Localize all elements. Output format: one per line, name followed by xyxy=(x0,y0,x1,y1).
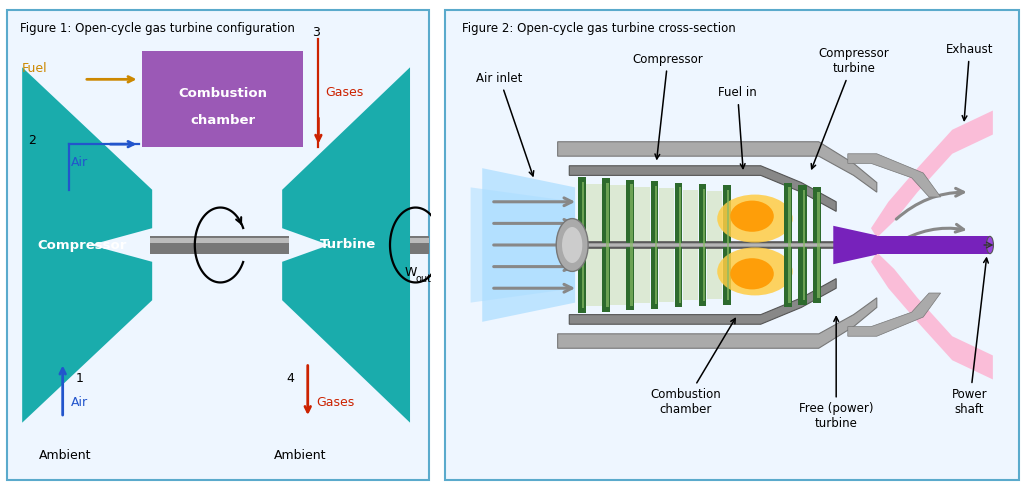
Text: Turbine: Turbine xyxy=(320,239,376,251)
Text: Free (power)
turbine: Free (power) turbine xyxy=(799,317,873,431)
Polygon shape xyxy=(654,186,657,304)
Polygon shape xyxy=(723,185,730,305)
Text: Air: Air xyxy=(71,156,88,169)
FancyBboxPatch shape xyxy=(7,10,429,480)
Text: Power
shaft: Power shaft xyxy=(952,258,988,416)
Polygon shape xyxy=(626,180,634,310)
Text: Fuel in: Fuel in xyxy=(718,86,757,169)
Polygon shape xyxy=(727,190,729,300)
Polygon shape xyxy=(698,184,707,306)
Polygon shape xyxy=(602,178,610,312)
Polygon shape xyxy=(610,185,625,305)
Ellipse shape xyxy=(557,219,588,271)
Polygon shape xyxy=(582,182,584,308)
Text: Gases: Gases xyxy=(325,86,363,99)
Polygon shape xyxy=(635,187,650,303)
Polygon shape xyxy=(578,177,585,313)
Polygon shape xyxy=(813,187,822,303)
Polygon shape xyxy=(631,185,633,305)
Ellipse shape xyxy=(717,195,793,243)
Polygon shape xyxy=(784,183,792,307)
Text: 3: 3 xyxy=(312,26,319,39)
Polygon shape xyxy=(683,190,698,300)
Text: Air inlet: Air inlet xyxy=(477,72,534,176)
Polygon shape xyxy=(606,183,609,307)
Ellipse shape xyxy=(562,227,582,263)
Polygon shape xyxy=(569,279,836,324)
Polygon shape xyxy=(803,190,805,300)
Ellipse shape xyxy=(987,236,993,254)
Polygon shape xyxy=(586,184,602,306)
Text: 1: 1 xyxy=(75,372,83,385)
Text: Figure 2: Open-cycle gas turbine cross-section: Figure 2: Open-cycle gas turbine cross-s… xyxy=(462,22,735,35)
Polygon shape xyxy=(707,191,722,299)
Text: 2: 2 xyxy=(29,134,36,147)
Polygon shape xyxy=(675,183,682,307)
Text: Figure 1: Open-cycle gas turbine configuration: Figure 1: Open-cycle gas turbine configu… xyxy=(21,22,295,35)
Text: Gases: Gases xyxy=(316,396,354,409)
Text: Combustion
chamber: Combustion chamber xyxy=(650,318,735,416)
Ellipse shape xyxy=(730,200,773,232)
Text: Ambient: Ambient xyxy=(273,449,327,462)
Polygon shape xyxy=(789,187,791,303)
Polygon shape xyxy=(848,293,941,336)
FancyBboxPatch shape xyxy=(142,50,304,147)
Ellipse shape xyxy=(717,247,793,295)
Polygon shape xyxy=(798,185,806,305)
Polygon shape xyxy=(569,166,836,211)
FancyBboxPatch shape xyxy=(410,238,429,243)
Polygon shape xyxy=(833,226,877,264)
FancyBboxPatch shape xyxy=(874,236,990,254)
Polygon shape xyxy=(23,67,152,423)
Polygon shape xyxy=(558,142,877,192)
Text: Compressor: Compressor xyxy=(633,52,703,159)
Polygon shape xyxy=(703,189,706,301)
Text: Ambient: Ambient xyxy=(39,449,91,462)
Text: Exhaust: Exhaust xyxy=(946,43,993,121)
Polygon shape xyxy=(483,168,575,322)
Ellipse shape xyxy=(730,258,773,290)
Text: Compressor
turbine: Compressor turbine xyxy=(811,47,889,169)
Polygon shape xyxy=(470,187,575,303)
Polygon shape xyxy=(679,187,681,303)
Text: Combustion: Combustion xyxy=(178,87,267,100)
Text: chamber: chamber xyxy=(190,114,255,126)
Polygon shape xyxy=(282,67,410,423)
FancyBboxPatch shape xyxy=(150,238,289,243)
Text: 4: 4 xyxy=(287,372,295,385)
Text: Air: Air xyxy=(71,396,88,409)
Polygon shape xyxy=(871,252,993,379)
Polygon shape xyxy=(817,192,820,298)
Text: W: W xyxy=(405,266,417,279)
Polygon shape xyxy=(558,298,877,348)
Polygon shape xyxy=(848,154,941,197)
FancyBboxPatch shape xyxy=(150,236,289,254)
Polygon shape xyxy=(658,188,674,302)
Text: Fuel: Fuel xyxy=(23,62,48,75)
FancyBboxPatch shape xyxy=(410,236,429,254)
FancyBboxPatch shape xyxy=(445,10,1019,480)
Text: Compressor: Compressor xyxy=(37,239,126,251)
Text: out: out xyxy=(415,274,431,285)
Polygon shape xyxy=(871,111,993,238)
Polygon shape xyxy=(650,181,658,309)
